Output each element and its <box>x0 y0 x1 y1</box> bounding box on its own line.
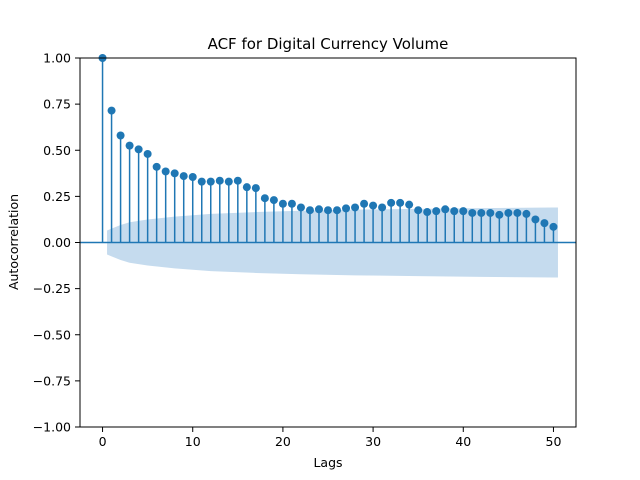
marker-lag-33 <box>396 198 405 207</box>
marker-lag-1 <box>107 106 116 115</box>
y-tick-label: −1.00 <box>33 420 71 435</box>
marker-lag-46 <box>513 208 522 217</box>
marker-lag-43 <box>486 208 495 217</box>
x-axis-label: Lags <box>313 455 342 470</box>
marker-lag-23 <box>305 206 314 215</box>
marker-lag-22 <box>296 203 305 212</box>
marker-lag-39 <box>450 207 459 216</box>
marker-lag-12 <box>206 177 215 186</box>
marker-lag-34 <box>405 200 414 209</box>
x-tick-label: 30 <box>365 434 381 449</box>
marker-lag-2 <box>116 131 125 140</box>
marker-lag-14 <box>224 177 233 186</box>
marker-lag-36 <box>423 208 432 217</box>
marker-lag-9 <box>179 172 188 181</box>
plot-area <box>79 54 577 428</box>
marker-lag-16 <box>242 183 251 192</box>
marker-lag-7 <box>161 167 170 176</box>
marker-lag-44 <box>495 210 504 219</box>
y-axis-label: Autocorrelation <box>6 194 21 290</box>
marker-lag-19 <box>269 196 278 205</box>
marker-lag-35 <box>414 206 423 215</box>
marker-lag-24 <box>314 205 323 214</box>
marker-lag-13 <box>215 176 224 185</box>
marker-lag-42 <box>477 208 486 217</box>
marker-lag-38 <box>441 205 450 214</box>
x-tick-label: 10 <box>185 434 201 449</box>
y-axis: −1.00 −0.75 −0.50 −0.25 0.00 0.25 0.50 0.75 1.00 <box>33 51 80 435</box>
marker-lag-11 <box>197 177 206 186</box>
marker-lag-18 <box>260 194 269 203</box>
y-tick-label: −0.75 <box>33 373 71 388</box>
x-tick-label: 20 <box>275 434 291 449</box>
y-tick-label: 1.00 <box>43 51 71 66</box>
x-tick-label: 0 <box>99 434 107 449</box>
y-tick-label: 0.25 <box>43 189 71 204</box>
marker-lag-49 <box>540 219 549 228</box>
marker-lag-15 <box>233 176 242 185</box>
marker-lag-27 <box>342 204 351 213</box>
marker-lag-4 <box>134 145 143 154</box>
marker-lag-5 <box>143 149 152 158</box>
marker-lag-48 <box>531 215 540 224</box>
y-tick-label: 0.00 <box>43 235 71 250</box>
marker-lag-37 <box>432 207 441 216</box>
marker-lag-20 <box>278 199 287 208</box>
marker-lag-29 <box>360 199 369 208</box>
marker-lag-26 <box>333 206 342 215</box>
marker-lag-31 <box>378 203 387 212</box>
y-tick-label: −0.50 <box>33 327 71 342</box>
marker-lag-28 <box>351 203 360 212</box>
y-tick-label: 0.50 <box>43 143 71 158</box>
y-tick-label: 0.75 <box>43 97 71 112</box>
x-tick-label: 40 <box>455 434 471 449</box>
marker-lag-21 <box>287 199 296 208</box>
marker-lag-40 <box>459 207 468 216</box>
marker-lag-3 <box>125 141 134 150</box>
x-tick-label: 50 <box>546 434 562 449</box>
marker-lag-8 <box>170 169 179 178</box>
marker-lag-25 <box>324 206 332 215</box>
marker-lag-30 <box>369 201 378 210</box>
marker-lag-10 <box>188 173 197 182</box>
marker-lag-41 <box>468 208 477 217</box>
chart-title: ACF for Digital Currency Volume <box>208 35 449 53</box>
marker-lag-50 <box>549 222 558 231</box>
y-tick-label: −0.25 <box>33 281 71 296</box>
marker-lag-47 <box>522 209 531 218</box>
marker-lag-45 <box>504 208 513 217</box>
marker-lag-32 <box>387 198 396 207</box>
marker-lag-6 <box>152 162 161 171</box>
marker-lag-17 <box>251 184 260 193</box>
x-axis: 0 10 20 30 40 50 <box>99 427 562 449</box>
